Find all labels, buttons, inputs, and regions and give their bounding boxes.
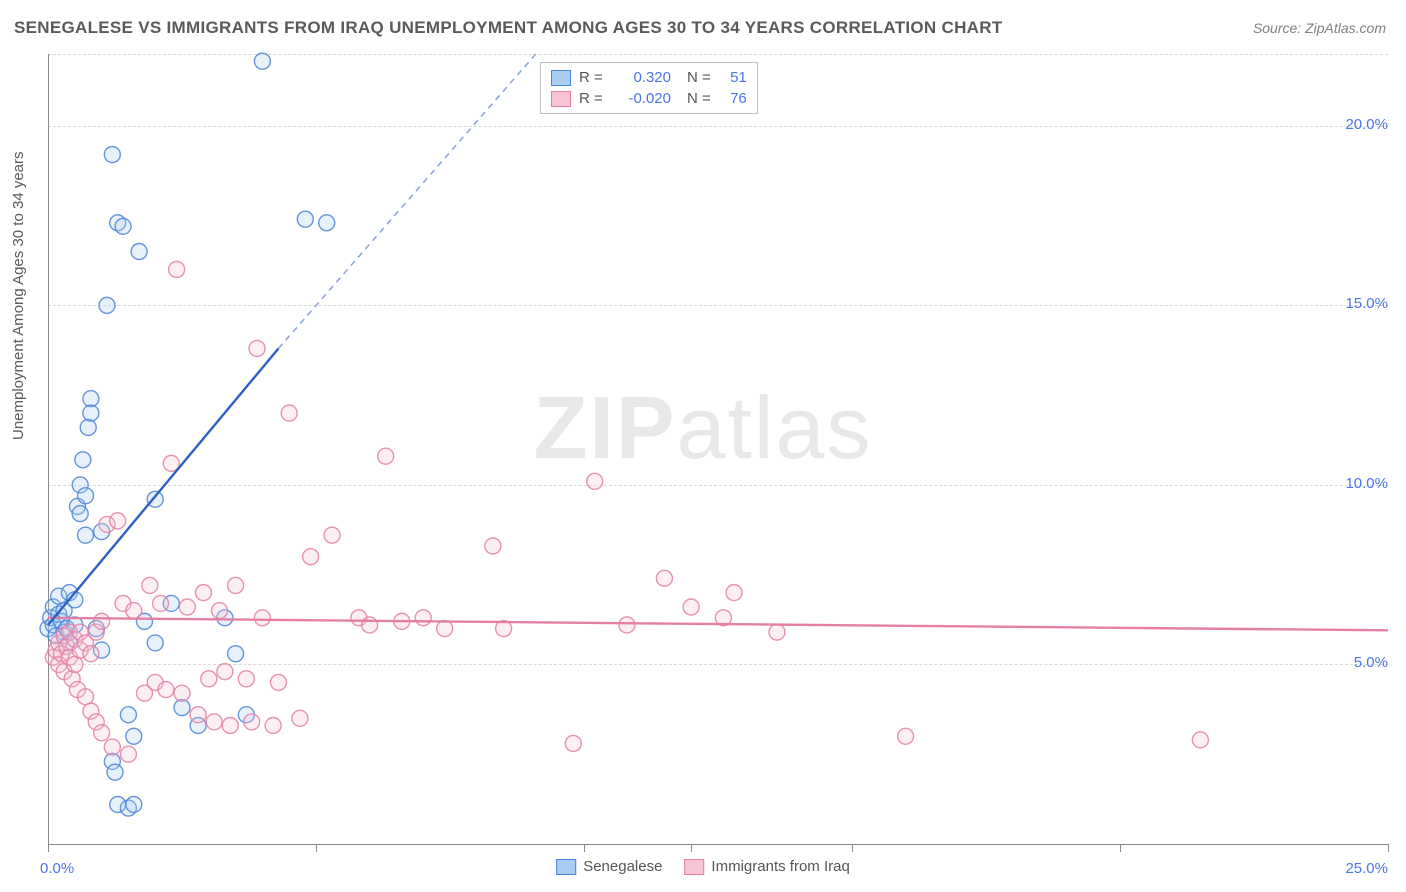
legend-label: Immigrants from Iraq bbox=[711, 858, 849, 875]
x-origin-label: 0.0% bbox=[40, 860, 74, 877]
legend-item-senegalese: Senegalese bbox=[556, 858, 662, 875]
scatter-plot bbox=[48, 54, 1388, 844]
swatch-senegalese bbox=[551, 70, 571, 86]
legend-item-iraq: Immigrants from Iraq bbox=[684, 858, 849, 875]
legend-row-senegalese: R = 0.320 N = 51 bbox=[551, 67, 747, 88]
swatch-senegalese bbox=[556, 859, 576, 875]
correlation-legend: R = 0.320 N = 51 R = -0.020 N = 76 bbox=[540, 62, 758, 114]
legend-row-iraq: R = -0.020 N = 76 bbox=[551, 88, 747, 109]
y-axis-label: Unemployment Among Ages 30 to 34 years bbox=[10, 151, 27, 440]
series-legend: Senegalese Immigrants from Iraq bbox=[556, 858, 850, 875]
x-axis-line bbox=[48, 844, 1388, 845]
source-attribution: Source: ZipAtlas.com bbox=[1253, 20, 1386, 36]
x-end-label: 25.0% bbox=[1345, 860, 1388, 877]
swatch-iraq bbox=[684, 859, 704, 875]
legend-label: Senegalese bbox=[583, 858, 662, 875]
swatch-iraq bbox=[551, 91, 571, 107]
chart-title: SENEGALESE VS IMMIGRANTS FROM IRAQ UNEMP… bbox=[14, 18, 1003, 38]
